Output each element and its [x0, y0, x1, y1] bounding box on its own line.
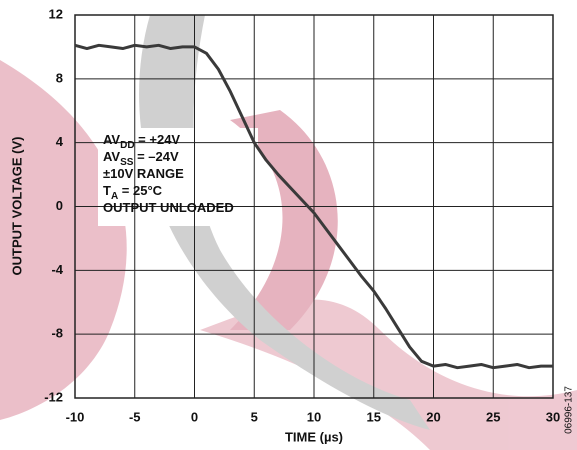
plot-frame: [74, 14, 554, 399]
annotation: OUTPUT UNLOADED: [103, 200, 234, 215]
y-tick-label: 8: [56, 70, 63, 85]
annotation-text: = 25°C: [118, 183, 162, 198]
x-tick-label: 0: [191, 409, 198, 424]
y-tick-label: -4: [51, 262, 63, 277]
annotation-text: = –24V: [133, 149, 179, 164]
x-tick-label: 25: [486, 409, 500, 424]
y-axis-title: OUTPUT VOLTAGE (V): [9, 137, 24, 276]
annotation-text: T: [103, 183, 111, 198]
x-tick-label: 20: [426, 409, 440, 424]
annotation-subscript: DD: [120, 140, 134, 151]
x-axis-title: TIME (µs): [285, 429, 343, 444]
y-tick-label: 0: [56, 198, 63, 213]
annotation-text: AV: [103, 149, 120, 164]
annotation-box: [98, 128, 258, 226]
x-tick-label: 15: [367, 409, 381, 424]
y-tick-label: -12: [44, 389, 63, 404]
x-tick-label: 10: [307, 409, 321, 424]
annotation-text: ±10V RANGE: [103, 166, 184, 181]
annotation: AVDD = +24V: [103, 132, 180, 150]
watermark: [0, 15, 577, 450]
y-tick-label: 4: [56, 134, 64, 149]
annotation: TA = 25°C: [103, 183, 163, 201]
annotation-text: AV: [103, 132, 120, 147]
annotation-text: = +24V: [135, 132, 181, 147]
y-tick-label: 12: [49, 6, 63, 21]
x-tick-label: -10: [66, 409, 85, 424]
x-tick-label: -5: [129, 409, 141, 424]
annotation-subscript: A: [111, 191, 118, 202]
data-line: [74, 43, 553, 370]
x-tick-label: 5: [251, 409, 258, 424]
y-tick-label: -8: [51, 326, 63, 341]
annotation: ±10V RANGE: [103, 166, 184, 181]
x-tick-label: 30: [546, 409, 560, 424]
annotation-text: OUTPUT UNLOADED: [103, 200, 234, 215]
figure-id: 06996-137: [564, 386, 575, 434]
annotation: AVSS = –24V: [103, 149, 179, 167]
annotation-subscript: SS: [120, 157, 134, 168]
